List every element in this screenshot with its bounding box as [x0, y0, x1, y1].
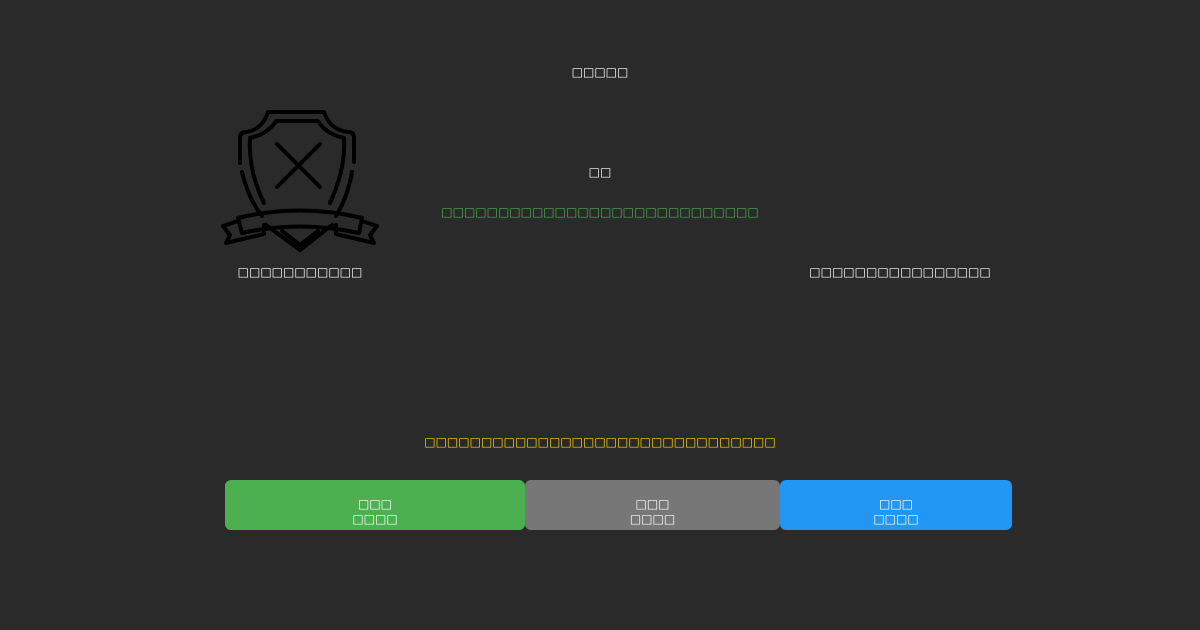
warning-text: □□□□□□□□□□□□□□□□□□□□□□□□□□□□□□□ — [424, 435, 776, 449]
button-line1: □□□ — [635, 497, 670, 511]
button-line2: □□□□ — [629, 512, 676, 526]
button-line2: □□□□ — [352, 512, 398, 526]
page-title: □□□□□ — [571, 65, 629, 79]
button-line2: □□□□ — [873, 512, 919, 526]
info-button[interactable]: □□□ □□□□ — [780, 480, 1012, 530]
primary-button[interactable]: □□□ □□□□ — [225, 480, 525, 530]
shield-x-icon — [221, 110, 379, 252]
button-line1: □□□ — [357, 497, 392, 511]
status-heading: □□ — [588, 165, 612, 179]
button-line1: □□□ — [878, 497, 913, 511]
secondary-button[interactable]: □□□ □□□□ — [525, 480, 780, 530]
right-label: □□□□□□□□□□□□□□□□ — [809, 265, 991, 279]
status-message: □□□□□□□□□□□□□□□□□□□□□□□□□□□□ — [441, 205, 759, 219]
left-label: □□□□□□□□□□□ — [237, 265, 363, 279]
